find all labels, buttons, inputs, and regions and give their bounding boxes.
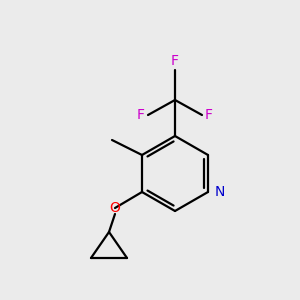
Text: F: F xyxy=(137,108,145,122)
Text: F: F xyxy=(205,108,213,122)
Text: O: O xyxy=(110,201,120,215)
Text: F: F xyxy=(171,54,179,68)
Text: N: N xyxy=(215,185,225,199)
